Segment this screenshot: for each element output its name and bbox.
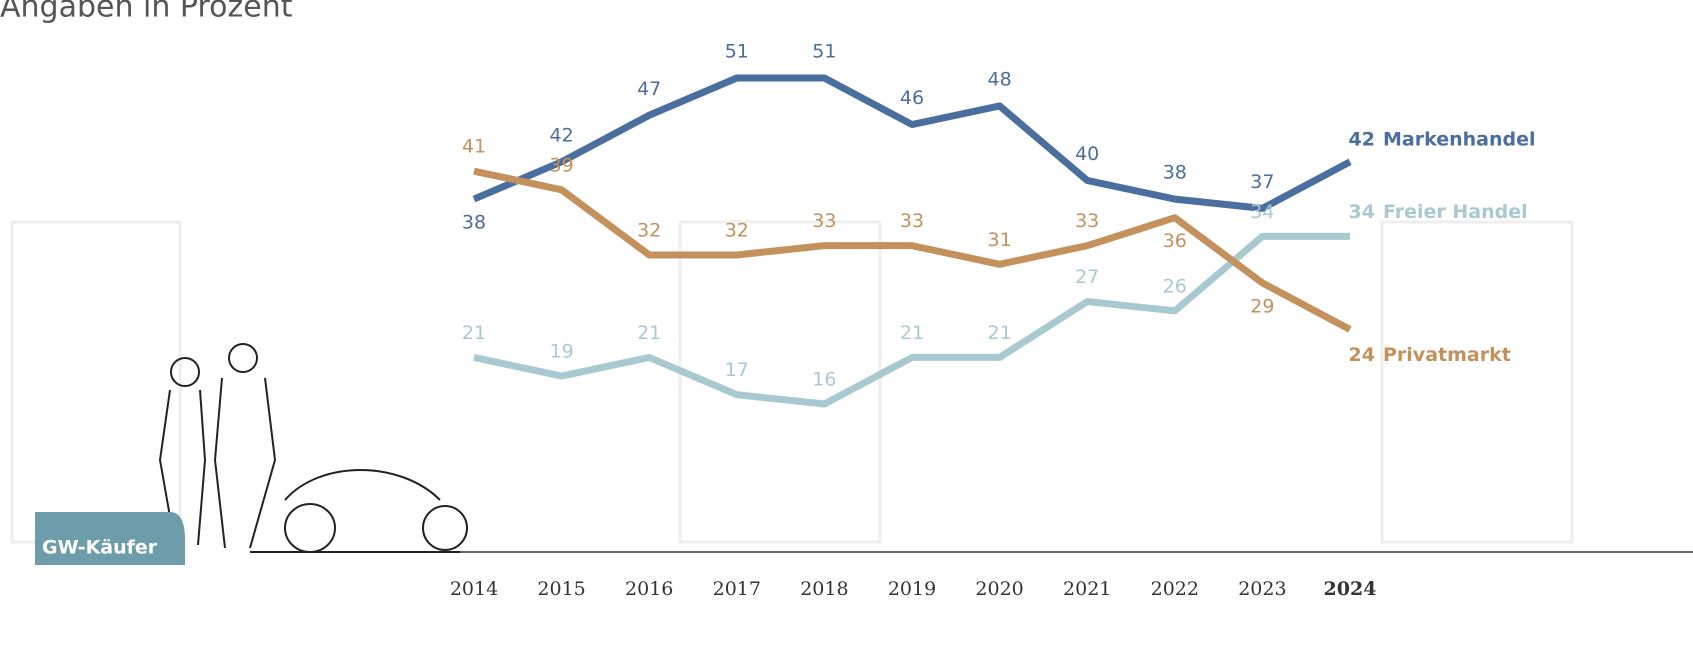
chart: Angaben in Prozent GW-Käufer 2014 2015 201… bbox=[0, 0, 1693, 650]
x-tick-label: 2021 bbox=[1063, 578, 1111, 600]
end-value-label: 34 bbox=[1349, 201, 1375, 223]
value-label: 39 bbox=[550, 154, 574, 176]
legend-label: Privatmarkt bbox=[1383, 344, 1511, 366]
value-label: 32 bbox=[725, 219, 749, 241]
value-label: 36 bbox=[1163, 230, 1187, 252]
value-label: 33 bbox=[1075, 210, 1099, 232]
end-value-label: 24 bbox=[1349, 344, 1375, 366]
value-label: 40 bbox=[1075, 143, 1099, 165]
value-label: 19 bbox=[550, 341, 574, 363]
x-tick-label: 2022 bbox=[1151, 578, 1199, 600]
value-label: 42 bbox=[550, 124, 574, 146]
series-line bbox=[474, 171, 1350, 329]
x-tick-label: 2014 bbox=[450, 578, 498, 600]
value-label: 47 bbox=[637, 78, 661, 100]
legend-label: Freier Handel bbox=[1383, 201, 1528, 223]
watermark bbox=[12, 222, 1572, 542]
value-label: 41 bbox=[462, 136, 486, 158]
value-label: 26 bbox=[1163, 275, 1187, 297]
x-tick-label: 2015 bbox=[537, 578, 585, 600]
illustration bbox=[160, 344, 467, 552]
badge-label: GW-Käufer bbox=[42, 537, 158, 559]
x-tick-label: 2020 bbox=[975, 578, 1023, 600]
value-label: 17 bbox=[725, 359, 749, 381]
x-tick-label: 2017 bbox=[713, 578, 761, 600]
value-label: 21 bbox=[900, 322, 924, 344]
x-tick-label: 2024 bbox=[1324, 578, 1377, 600]
chart-subtitle: Angaben in Prozent bbox=[0, 0, 293, 25]
value-label: 38 bbox=[462, 212, 486, 234]
value-label: 38 bbox=[1163, 162, 1187, 184]
value-label: 51 bbox=[812, 41, 836, 63]
value-label: 48 bbox=[988, 68, 1012, 90]
legend-label: Markenhandel bbox=[1383, 128, 1536, 150]
x-tick-label: 2019 bbox=[888, 578, 936, 600]
value-label: 29 bbox=[1250, 295, 1274, 317]
value-label: 27 bbox=[1075, 266, 1099, 288]
series-line bbox=[474, 236, 1350, 404]
value-label: 37 bbox=[1250, 171, 1274, 193]
value-label: 31 bbox=[988, 229, 1012, 251]
value-label: 51 bbox=[725, 41, 749, 63]
value-label: 21 bbox=[637, 322, 661, 344]
value-label: 32 bbox=[637, 219, 661, 241]
end-value-label: 42 bbox=[1349, 128, 1375, 150]
value-label: 21 bbox=[462, 322, 486, 344]
value-label: 16 bbox=[812, 369, 836, 391]
value-label: 33 bbox=[812, 210, 836, 232]
value-label: 46 bbox=[900, 87, 924, 109]
value-label: 34 bbox=[1250, 201, 1274, 223]
x-tick-label: 2018 bbox=[800, 578, 848, 600]
value-label: 33 bbox=[900, 210, 924, 232]
value-label: 21 bbox=[988, 322, 1012, 344]
x-tick-label: 2023 bbox=[1238, 578, 1286, 600]
x-tick-label: 2016 bbox=[625, 578, 673, 600]
